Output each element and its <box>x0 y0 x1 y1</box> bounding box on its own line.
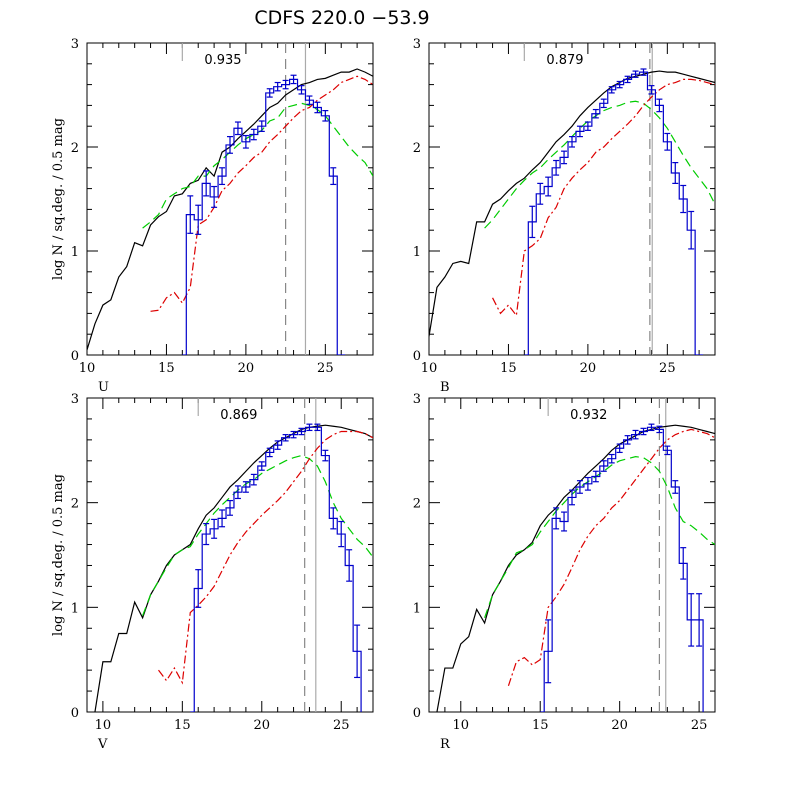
y-tick-label: 0 <box>413 349 421 364</box>
y-tick-label: 1 <box>413 245 421 260</box>
plot-frame <box>86 397 374 713</box>
y-axis-label: log N / sq.deg. / 0.5 mag <box>51 474 66 636</box>
x-tick-label: 25 <box>691 718 708 733</box>
y-tick-label: 3 <box>413 392 421 407</box>
y-tick-label: 2 <box>71 497 79 512</box>
x-tick-label: 15 <box>500 361 517 376</box>
x-tick-label: 10 <box>95 718 112 733</box>
x-tick-label: 25 <box>317 361 334 376</box>
observed-histogram <box>524 71 704 355</box>
completeness-annotation: 0.935 <box>204 53 241 68</box>
figure-title: CDFS 220.0 −53.9 <box>254 7 429 29</box>
plot-area <box>87 43 373 355</box>
completeness-annotation: 0.932 <box>570 408 607 423</box>
y-tick-label: 2 <box>413 497 421 512</box>
completeness-annotation: 0.869 <box>220 408 257 423</box>
y-tick-label: 3 <box>71 37 79 52</box>
y-tick-label: 0 <box>71 706 79 721</box>
x-tick-label: 10 <box>421 361 438 376</box>
plot-area <box>436 398 715 712</box>
y-tick-label: 2 <box>71 141 79 156</box>
model-total-line <box>94 424 373 712</box>
y-tick-label: 0 <box>413 706 421 721</box>
x-tick-label: 20 <box>580 361 597 376</box>
y-tick-label: 2 <box>413 141 421 156</box>
x-tick-label: 10 <box>79 361 96 376</box>
model-total-line <box>429 70 715 337</box>
x-tick-label: 15 <box>174 718 191 733</box>
x-tick-label: 20 <box>611 718 628 733</box>
model-disk-line <box>484 456 715 618</box>
model-total-line <box>87 68 373 350</box>
x-tick-label: 10 <box>453 718 470 733</box>
x-tick-label: 25 <box>659 361 676 376</box>
x-tick-label: 15 <box>532 718 549 733</box>
x-tick-label: 20 <box>254 718 271 733</box>
plot-frame <box>428 397 716 713</box>
completeness-annotation: 0.879 <box>546 53 583 68</box>
x-tick-label: 15 <box>158 361 175 376</box>
y-tick-label: 0 <box>71 349 79 364</box>
x-axis-label: B <box>440 380 450 395</box>
x-axis-label: U <box>98 380 109 395</box>
model-halo-line <box>158 430 373 685</box>
y-tick-label: 3 <box>413 37 421 52</box>
x-tick-label: 20 <box>238 361 255 376</box>
y-tick-label: 3 <box>71 392 79 407</box>
observed-histogram <box>190 426 362 712</box>
model-disk-line <box>484 100 715 229</box>
y-tick-label: 1 <box>71 601 79 616</box>
model-total-line <box>436 424 715 712</box>
x-axis-label: V <box>97 737 108 752</box>
x-tick-label: 25 <box>333 718 350 733</box>
y-tick-label: 1 <box>71 245 79 260</box>
plot-frame <box>86 42 374 356</box>
plot-area <box>94 398 373 712</box>
y-tick-label: 1 <box>413 601 421 616</box>
model-halo-line <box>150 75 373 312</box>
plot-area <box>429 43 715 355</box>
y-axis-label: log N / sq.deg. / 0.5 mag <box>51 118 66 280</box>
panel-b: 10 15 20 25 0 1 2 3 B 0.879 <box>413 37 716 395</box>
model-disk-line <box>142 102 373 229</box>
x-axis-label: R <box>440 737 451 752</box>
observed-histogram <box>540 426 704 712</box>
plot-frame <box>428 42 716 356</box>
model-halo-line <box>492 78 715 318</box>
model-halo-line <box>507 428 715 687</box>
panel-r: 10 15 20 25 0 1 2 3 R 0.932 <box>413 392 716 752</box>
